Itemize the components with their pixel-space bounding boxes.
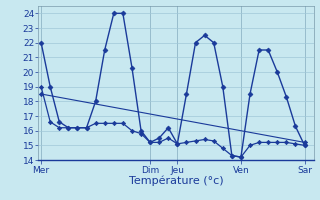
X-axis label: Température (°c): Température (°c) [129, 176, 223, 186]
